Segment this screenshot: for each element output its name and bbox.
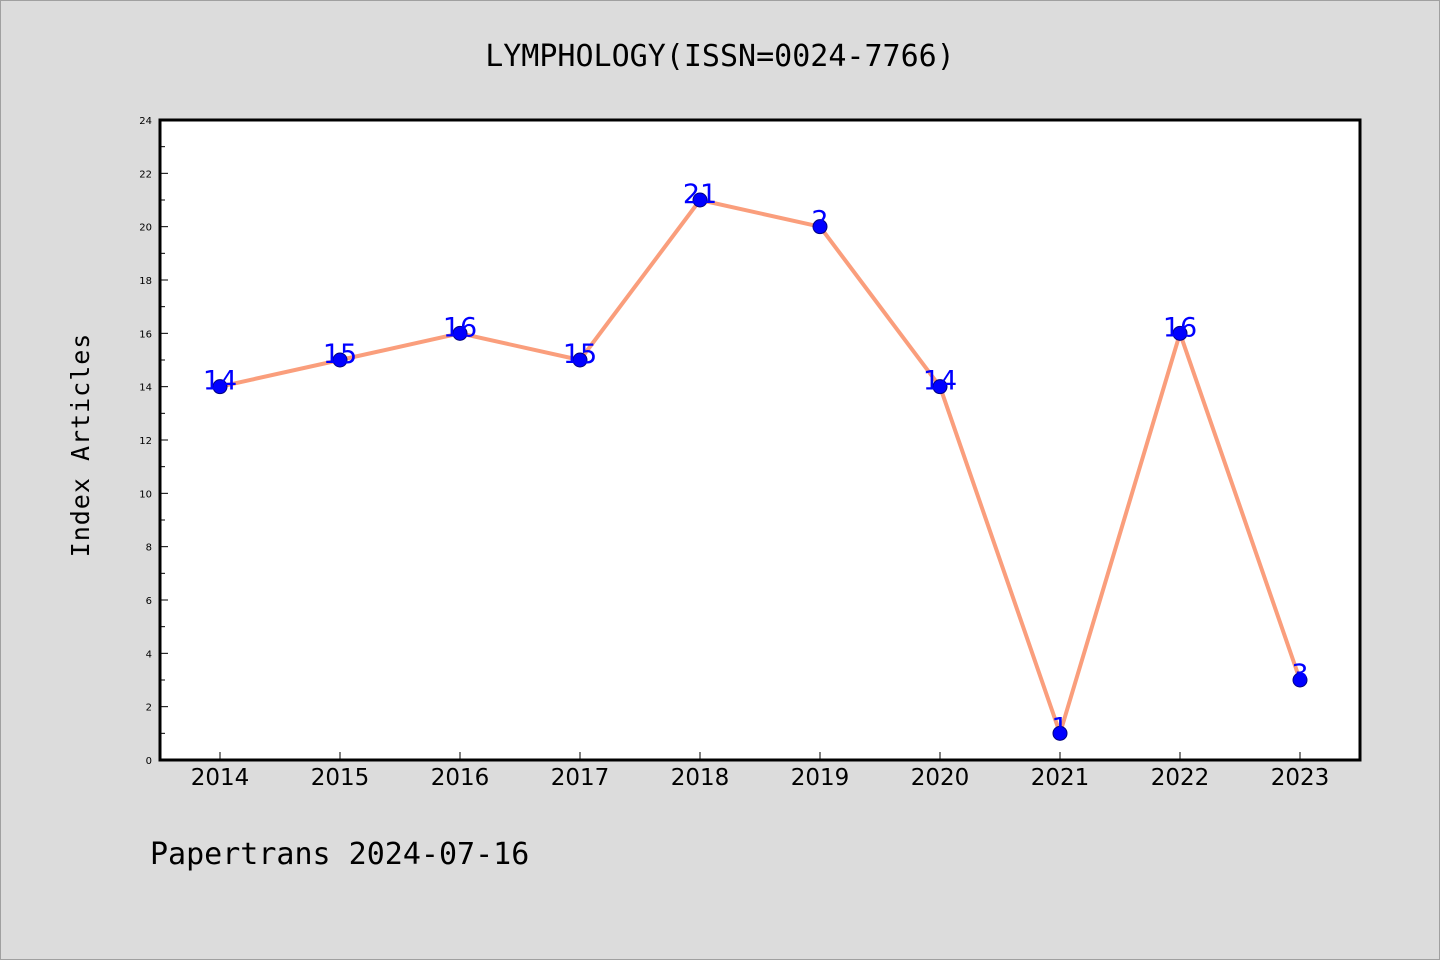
y-tick-label: 16: [139, 329, 152, 340]
x-tick-label: 2016: [431, 765, 490, 791]
footer-text: Papertrans 2024-07-16: [150, 837, 529, 872]
data-label: 14: [923, 366, 957, 397]
x-tick-label: 2018: [671, 765, 730, 791]
data-point: [932, 379, 948, 395]
data-label: 1: [1051, 712, 1068, 743]
y-axis-label: Index Articles: [66, 333, 95, 558]
y-tick-label: 22: [139, 169, 152, 180]
data-label: 16: [1163, 312, 1197, 343]
data-point: [572, 352, 588, 368]
x-tick-label: 2019: [791, 765, 850, 791]
data-label: 3: [1291, 659, 1308, 690]
y-tick-label: 6: [146, 596, 152, 607]
y-tick-label: 4: [146, 649, 152, 660]
x-tick-label: 2014: [191, 765, 250, 791]
x-tick-label: 2022: [1151, 765, 1210, 791]
x-axis: 2014 2015 2016 2017 2018 2019 2020 2021 2022 2023: [191, 752, 1330, 791]
data-point: [452, 325, 468, 341]
y-tick-label: 0: [146, 756, 152, 767]
data-point: [812, 219, 828, 235]
plot-frame: [158, 118, 1362, 762]
x-tick-label: 2023: [1271, 765, 1330, 791]
data-label: 15: [563, 339, 597, 370]
data-point: [332, 352, 348, 368]
y-tick-label: 12: [139, 436, 152, 447]
y-tick-label: 2: [146, 703, 152, 714]
data-point: [1052, 725, 1068, 741]
series-line: [218, 198, 1302, 736]
data-label: 21: [683, 179, 717, 210]
y-tick-label: 8: [146, 543, 152, 554]
x-tick-label: 2017: [551, 765, 610, 791]
y-tick-label: 24: [139, 116, 152, 127]
data-point: [212, 379, 228, 395]
data-point: [1172, 325, 1188, 341]
chart-title: LYMPHOLOGY(ISSN=0024-7766): [485, 39, 955, 74]
data-label: 15: [323, 339, 357, 370]
data-point: [1292, 672, 1308, 688]
y-tick-label: 20: [139, 223, 152, 234]
data-label: 14: [203, 366, 237, 397]
x-tick-label: 2015: [311, 765, 370, 791]
data-label: 16: [443, 312, 477, 343]
y-tick-label: 10: [139, 489, 152, 500]
y-tick-label: 14: [139, 383, 152, 394]
x-tick-label: 2020: [911, 765, 970, 791]
x-tick-label: 2021: [1031, 765, 1090, 791]
y-tick-label: 18: [139, 276, 152, 287]
data-point: [692, 192, 708, 208]
plot-area: [160, 120, 1360, 760]
series-group: 14 15 16 15 21 2 14 1 16 3: [203, 179, 1309, 743]
data-label: 2: [811, 206, 828, 237]
